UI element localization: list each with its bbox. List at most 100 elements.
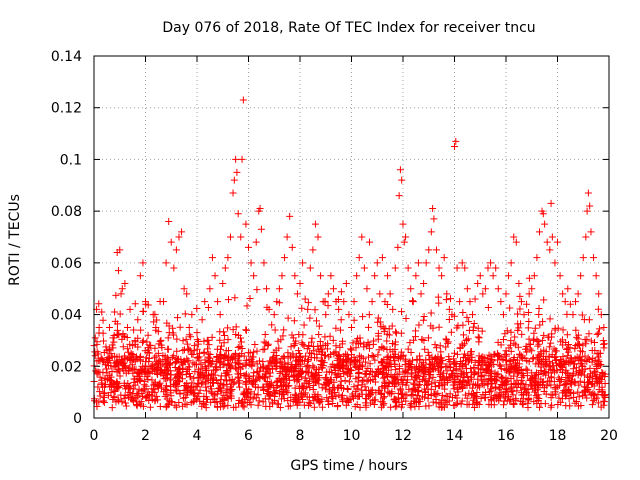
x-tick-label: 8	[296, 428, 305, 444]
data-point	[445, 355, 453, 363]
data-point	[566, 344, 574, 352]
data-point	[245, 376, 253, 384]
data-point	[145, 354, 153, 362]
data-point	[529, 336, 537, 344]
data-point	[598, 368, 606, 376]
x-tick-label: 18	[549, 428, 567, 444]
data-point	[118, 398, 126, 406]
data-point	[485, 351, 493, 359]
data-point	[546, 246, 554, 254]
data-point	[294, 375, 302, 383]
data-point	[126, 364, 134, 372]
data-point	[387, 403, 395, 411]
data-point	[370, 337, 378, 345]
data-point	[148, 361, 156, 369]
data-point	[234, 374, 242, 382]
data-point	[286, 402, 294, 410]
y-tick-labels: 0 0.02 0.04 0.06 0.08 0.1 0.12 0.14	[51, 49, 82, 427]
data-point	[456, 357, 464, 365]
data-point	[339, 364, 347, 372]
data-point	[561, 380, 569, 388]
data-point	[352, 344, 360, 352]
data-point	[399, 368, 407, 376]
data-point	[363, 342, 371, 350]
data-point	[355, 254, 363, 262]
data-point	[391, 264, 399, 272]
data-point	[491, 384, 499, 392]
data-point	[178, 228, 186, 236]
data-point	[96, 373, 104, 381]
data-point	[583, 335, 591, 343]
data-point	[427, 228, 435, 236]
data-point	[109, 380, 117, 388]
data-point	[556, 272, 564, 280]
data-point	[450, 402, 458, 410]
data-point	[412, 272, 420, 280]
data-point	[583, 207, 591, 215]
data-point	[103, 356, 111, 364]
data-point	[495, 352, 503, 360]
data-point	[491, 375, 499, 383]
data-point	[426, 375, 434, 383]
data-point	[371, 356, 379, 364]
data-point	[509, 357, 517, 365]
data-point	[201, 363, 209, 371]
data-point	[524, 324, 532, 332]
data-point	[443, 401, 451, 409]
data-point	[299, 331, 307, 339]
data-point	[95, 300, 103, 308]
data-point	[320, 352, 328, 360]
data-point	[422, 259, 430, 267]
data-point	[192, 395, 200, 403]
data-point	[441, 379, 449, 387]
data-point	[591, 338, 599, 346]
data-point	[421, 345, 429, 353]
data-point	[284, 382, 292, 390]
data-point	[153, 392, 161, 400]
x-tick-labels: 0 2 4 6 8 10 12 14 16 18 20	[90, 428, 618, 444]
data-point	[129, 365, 137, 373]
data-point	[550, 345, 558, 353]
data-point	[451, 143, 458, 150]
data-point	[229, 326, 237, 334]
data-point	[444, 339, 452, 347]
x-tick-label: 0	[90, 428, 99, 444]
data-point	[233, 365, 241, 373]
data-point	[474, 280, 482, 288]
data-point	[439, 369, 447, 377]
data-point	[134, 343, 142, 351]
data-point	[411, 403, 419, 411]
data-point	[560, 359, 568, 367]
data-point	[193, 345, 201, 353]
data-point	[336, 360, 344, 368]
data-point	[404, 345, 412, 353]
data-point	[537, 400, 545, 408]
data-point	[574, 371, 582, 379]
data-point	[459, 321, 467, 329]
data-point	[591, 367, 599, 375]
data-point	[165, 217, 173, 225]
data-point	[378, 343, 386, 351]
data-point	[113, 358, 121, 366]
data-point	[585, 330, 593, 338]
data-point	[121, 280, 129, 288]
data-point	[354, 393, 362, 401]
data-point	[567, 379, 575, 387]
data-point	[508, 387, 516, 395]
data-point	[569, 389, 577, 397]
y-tick-label: 0.04	[51, 308, 82, 324]
data-point	[194, 393, 202, 401]
grid-lines	[94, 56, 609, 418]
data-point	[408, 356, 416, 364]
data-point	[260, 364, 268, 372]
data-point	[340, 352, 348, 360]
data-point	[499, 335, 507, 343]
data-point	[259, 398, 267, 406]
data-point	[379, 398, 387, 406]
data-point	[533, 254, 541, 262]
data-point	[462, 336, 470, 344]
data-point	[227, 365, 235, 373]
data-point	[327, 351, 335, 359]
data-point	[432, 399, 440, 407]
data-point	[547, 391, 555, 399]
